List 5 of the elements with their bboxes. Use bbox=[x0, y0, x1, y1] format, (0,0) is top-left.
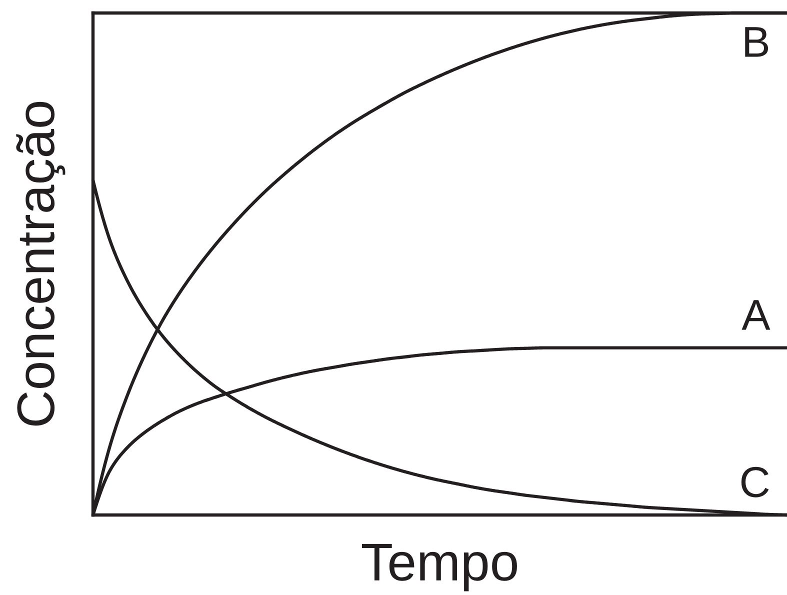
y-axis-title: Concentração bbox=[16, 102, 66, 426]
x-axis-title: Tempo bbox=[362, 544, 517, 592]
series-label: A bbox=[742, 300, 770, 330]
series-label: B bbox=[745, 27, 768, 57]
series-label: C bbox=[741, 466, 769, 498]
